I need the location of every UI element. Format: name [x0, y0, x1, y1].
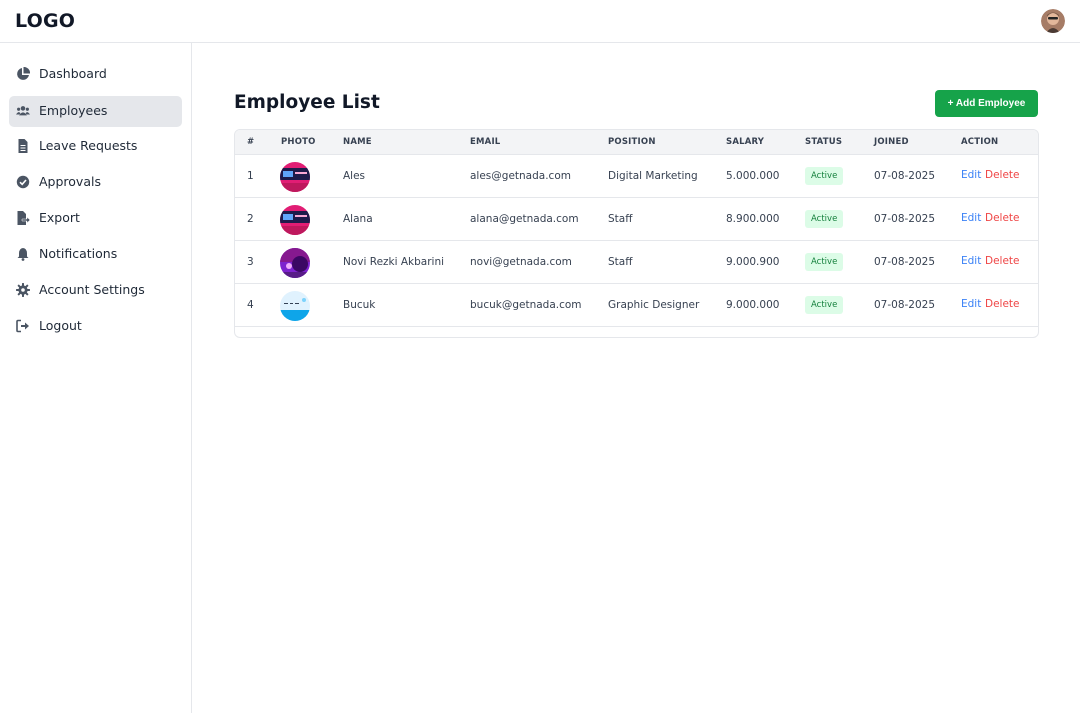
sidebar-item-label: Approvals — [39, 174, 101, 189]
status-badge: Active — [805, 167, 844, 185]
delete-link[interactable]: Delete — [985, 169, 1020, 181]
edit-link[interactable]: Edit — [961, 212, 982, 224]
edit-link[interactable]: Edit — [961, 169, 982, 181]
employee-photo — [280, 162, 310, 192]
table-row: 3 Novi Rezki Akbarini novi@getnada.com S… — [235, 241, 1038, 284]
top-bar: LOGO — [0, 0, 1080, 43]
employee-name: Novi Rezki Akbarini — [343, 256, 445, 268]
employee-email: alana@getnada.com — [470, 213, 579, 225]
check-circle-icon — [16, 175, 30, 189]
employee-salary: 9.000.900 — [726, 256, 780, 268]
row-number: 1 — [247, 170, 254, 182]
column-header-number: # — [247, 137, 255, 147]
delete-link[interactable]: Delete — [985, 255, 1020, 267]
sidebar-item-notifications[interactable]: Notifications — [9, 239, 182, 270]
column-header-joined: JOINED — [874, 137, 909, 147]
delete-link[interactable]: Delete — [985, 212, 1020, 224]
user-avatar[interactable] — [1041, 9, 1065, 33]
table-header: # PHOTO NAME EMAIL POSITION SALARY STATU… — [235, 130, 1038, 155]
employee-joined: 07-08-2025 — [874, 299, 936, 311]
sidebar-item-dashboard[interactable]: Dashboard — [9, 59, 182, 90]
employee-joined: 07-08-2025 — [874, 213, 936, 225]
file-export-icon — [17, 211, 30, 225]
employee-position: Digital Marketing — [608, 170, 698, 182]
employee-salary: 8.900.000 — [726, 213, 780, 225]
employee-email: novi@getnada.com — [470, 256, 572, 268]
file-icon — [18, 139, 28, 153]
employee-name: Alana — [343, 213, 373, 225]
employee-name: Ales — [343, 170, 366, 182]
row-number: 3 — [247, 256, 254, 268]
sidebar-item-label: Dashboard — [39, 66, 107, 81]
column-header-email: EMAIL — [470, 137, 501, 147]
employee-salary: 5.000.000 — [726, 170, 780, 182]
row-number: 2 — [247, 213, 254, 225]
sidebar-item-label: Account Settings — [39, 282, 145, 297]
column-header-name: NAME — [343, 137, 372, 147]
employee-name: Bucuk — [343, 299, 376, 311]
employee-photo — [280, 291, 310, 321]
employee-position: Staff — [608, 256, 633, 268]
chart-pie-icon — [17, 67, 30, 80]
sidebar-item-label: Employees — [39, 103, 108, 118]
sidebar: Dashboard Employees Leave Requests Appro… — [0, 43, 192, 713]
employee-table: # PHOTO NAME EMAIL POSITION SALARY STATU… — [234, 129, 1039, 338]
sidebar-item-logout[interactable]: Logout — [9, 311, 182, 342]
table-row: 2 Alana alana@getnada.com Staff 8.900.00… — [235, 198, 1038, 241]
sidebar-item-export[interactable]: Export — [9, 203, 182, 234]
employee-photo — [280, 205, 310, 235]
column-header-status: STATUS — [805, 137, 843, 147]
sidebar-item-account-settings[interactable]: Account Settings — [9, 275, 182, 306]
sidebar-item-label: Export — [39, 210, 80, 225]
users-icon — [16, 106, 30, 116]
sidebar-item-approvals[interactable]: Approvals — [9, 167, 182, 198]
sidebar-item-employees[interactable]: Employees — [9, 96, 182, 127]
status-badge: Active — [805, 210, 844, 228]
employee-position: Graphic Designer — [608, 299, 700, 311]
employee-position: Staff — [608, 213, 633, 225]
employee-email: bucuk@getnada.com — [470, 299, 582, 311]
sidebar-item-leave-requests[interactable]: Leave Requests — [9, 131, 182, 162]
column-header-photo: PHOTO — [281, 137, 316, 147]
column-header-position: POSITION — [608, 137, 656, 147]
column-header-salary: SALARY — [726, 137, 765, 147]
bell-icon — [17, 248, 29, 261]
employee-joined: 07-08-2025 — [874, 256, 936, 268]
gear-icon — [16, 283, 30, 297]
sign-out-icon — [16, 319, 29, 333]
add-employee-button[interactable]: + Add Employee — [935, 90, 1038, 117]
status-badge: Active — [805, 296, 844, 314]
sidebar-item-label: Notifications — [39, 246, 118, 261]
employee-photo — [280, 248, 310, 278]
edit-link[interactable]: Edit — [961, 255, 982, 267]
table-row: 1 Ales ales@getnada.com Digital Marketin… — [235, 155, 1038, 198]
sidebar-item-label: Logout — [39, 318, 82, 333]
employee-email: ales@getnada.com — [470, 170, 571, 182]
column-header-action: ACTION — [961, 137, 999, 147]
employee-salary: 9.000.000 — [726, 299, 780, 311]
table-row: 4 Bucuk bucuk@getnada.com Graphic Design… — [235, 284, 1038, 327]
logo[interactable]: LOGO — [15, 10, 76, 32]
row-number: 4 — [247, 299, 254, 311]
sidebar-item-label: Leave Requests — [39, 138, 138, 153]
delete-link[interactable]: Delete — [985, 298, 1020, 310]
page-title: Employee List — [234, 92, 380, 113]
employee-joined: 07-08-2025 — [874, 170, 936, 182]
edit-link[interactable]: Edit — [961, 298, 982, 310]
status-badge: Active — [805, 253, 844, 271]
